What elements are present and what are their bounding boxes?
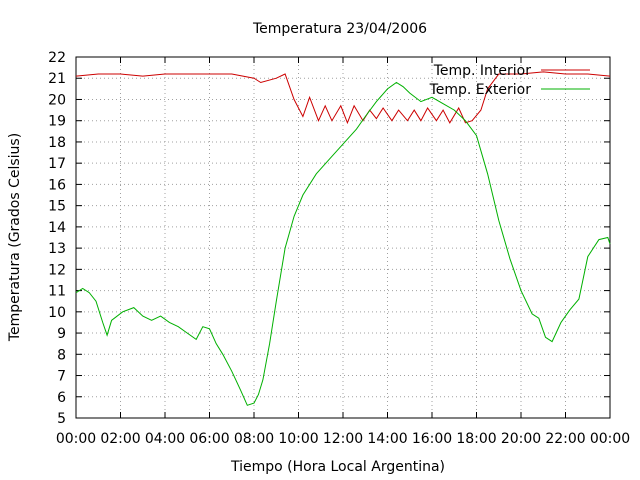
x-tick-label: 18:00 xyxy=(456,431,496,447)
y-tick-label: 5 xyxy=(57,411,66,427)
x-tick-label: 00:00 xyxy=(590,431,630,447)
y-tick-label: 7 xyxy=(57,369,66,385)
legend: Temp. Interior Temp. Exterior xyxy=(429,63,590,98)
grid xyxy=(76,57,610,418)
series-line-exterior xyxy=(75,81,611,406)
y-tick-label: 10 xyxy=(48,305,66,321)
y-tick-label: 18 xyxy=(48,135,66,151)
x-tick-label: 04:00 xyxy=(145,431,185,447)
legend-label-exterior: Temp. Exterior xyxy=(429,82,532,98)
y-tick-label: 12 xyxy=(48,262,66,278)
y-tick-label: 21 xyxy=(48,71,66,87)
series-lines xyxy=(75,71,611,406)
y-tick-label: 14 xyxy=(48,220,66,236)
y-tick-label: 16 xyxy=(48,177,66,193)
x-tick-label: 08:00 xyxy=(234,431,274,447)
y-tick-label: 19 xyxy=(48,114,66,130)
x-tick-label: 02:00 xyxy=(100,431,140,447)
chart-title: Temperatura 23/04/2006 xyxy=(252,21,427,37)
y-axis-ticks: 5 6 7 8 9 10 11 12 13 14 15 16 17 18 19 20 21 22 xyxy=(48,50,610,427)
x-tick-label: 06:00 xyxy=(189,431,229,447)
x-tick-label: 00:00 xyxy=(56,431,96,447)
y-tick-label: 13 xyxy=(48,241,66,257)
y-tick-label: 15 xyxy=(48,199,66,215)
legend-label-interior: Temp. Interior xyxy=(433,63,532,79)
y-tick-label: 9 xyxy=(57,326,66,342)
x-tick-label: 10:00 xyxy=(278,431,318,447)
y-tick-label: 8 xyxy=(57,347,66,363)
x-tick-label: 12:00 xyxy=(323,431,363,447)
y-tick-label: 22 xyxy=(48,50,66,66)
y-tick-label: 20 xyxy=(48,92,66,108)
x-axis-ticks: 00:00 02:00 04:00 06:00 08:00 10:00 12:00 14:00… xyxy=(56,57,630,447)
y-tick-label: 11 xyxy=(48,284,66,300)
x-axis-label: Tiempo (Hora Local Argentina) xyxy=(230,459,445,475)
y-tick-label: 6 xyxy=(57,390,66,406)
y-tick-label: 17 xyxy=(48,156,66,172)
x-tick-label: 20:00 xyxy=(501,431,541,447)
x-tick-label: 16:00 xyxy=(412,431,452,447)
x-tick-label: 14:00 xyxy=(367,431,407,447)
x-tick-label: 22:00 xyxy=(545,431,585,447)
plot-frame xyxy=(75,56,611,419)
y-axis-label: Temperatura (Grados Celsius) xyxy=(7,133,23,342)
